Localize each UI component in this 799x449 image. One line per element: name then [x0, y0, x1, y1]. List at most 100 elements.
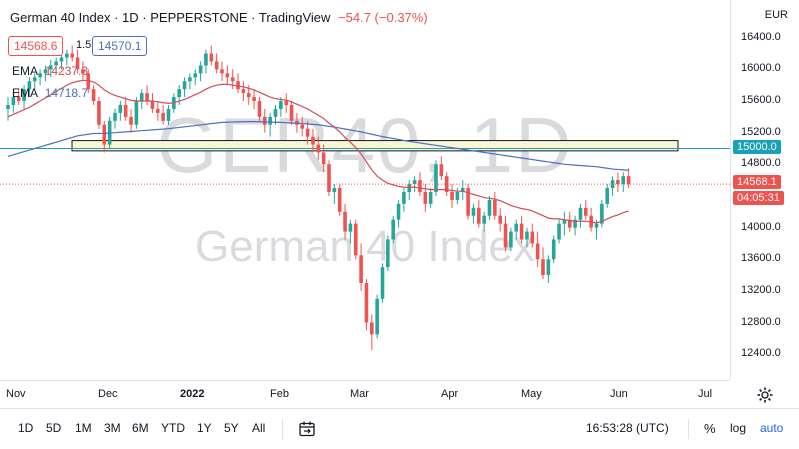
time-label-nov: Nov [6, 388, 26, 400]
candle-body [145, 93, 149, 102]
date-range-icon[interactable] [298, 420, 316, 438]
auto-scale-toggle[interactable]: auto [760, 421, 784, 435]
candle-body [412, 180, 417, 185]
candle-body [359, 255, 363, 283]
candle-body [391, 219, 395, 240]
time-label-apr: Apr [441, 388, 459, 400]
time-label-2022: 2022 [180, 388, 205, 400]
candle-body [364, 282, 369, 323]
time-label-may: May [521, 388, 542, 400]
candle-body [541, 259, 545, 276]
candle-body [198, 65, 203, 74]
candle-body [466, 188, 470, 216]
sell-price-button[interactable]: 14568.6 [8, 36, 64, 56]
range-6m-button[interactable]: 6M [132, 421, 149, 435]
ema-slow-value: 14718.7 [44, 86, 89, 100]
price-tick-label: 13200.0 [741, 283, 781, 296]
candle-body [337, 188, 342, 212]
candle-body [38, 73, 42, 78]
ema-fast-value: 14237.3 [44, 64, 89, 78]
candle-body [16, 97, 21, 102]
candlestick-plot[interactable] [0, 0, 730, 380]
candle-body [188, 77, 192, 82]
candle-body [263, 116, 267, 125]
candle-body [332, 188, 337, 192]
ema-slow-line [7, 120, 629, 171]
clock-timezone[interactable]: 16:53:28 (UTC) [586, 421, 669, 435]
candle-body [530, 231, 535, 244]
range-1m-button[interactable]: 1M [75, 421, 92, 435]
range-all-button[interactable]: All [252, 421, 266, 435]
ema-fast-legend[interactable]: EMA 14237.3 [12, 64, 89, 78]
log-scale-toggle[interactable]: log [730, 421, 747, 435]
candle-body [487, 199, 492, 216]
interval-label[interactable]: 1D [122, 10, 139, 25]
candle-body [584, 207, 588, 216]
candle-body [166, 108, 171, 121]
candle-body [605, 188, 609, 204]
candle-body [129, 116, 133, 125]
candle-body [214, 61, 219, 70]
candle-body [477, 207, 481, 224]
symbol-name: German 40 Index [10, 10, 111, 25]
toolbar-divider [282, 419, 283, 439]
candle-body [236, 81, 240, 90]
candle-body [279, 101, 283, 109]
candle-body [6, 104, 10, 109]
candle-body [509, 231, 513, 248]
candle-body [444, 176, 449, 192]
candle-body [139, 93, 144, 102]
currency-label[interactable]: EUR [764, 9, 788, 21]
price-tick-label: 16000.0 [741, 62, 781, 75]
candle-body [70, 53, 74, 58]
candle-body [49, 65, 53, 70]
ema-fast-line [7, 79, 629, 224]
last-price-tag: 14568.1 [733, 175, 781, 190]
range-1y-button[interactable]: 1Y [197, 421, 212, 435]
candle-body [43, 69, 48, 74]
candle-body [514, 223, 519, 232]
candle-body [551, 239, 556, 260]
ema-slow-legend[interactable]: EMA 14718.7 [12, 86, 89, 100]
candle-body [182, 81, 187, 90]
broker-label: PEPPERSTONE [150, 10, 248, 25]
candle-body [567, 219, 572, 228]
candle-body [616, 180, 620, 185]
chart-pane[interactable]: GER40, 1D German 40 Index German 40 Inde… [0, 0, 730, 380]
range-5d-button[interactable]: 5D [46, 421, 62, 435]
settings-gear-icon[interactable] [756, 386, 774, 404]
candle-body [123, 104, 128, 117]
candle-body [193, 73, 198, 78]
candle-body [134, 101, 139, 125]
range-5y-button[interactable]: 5Y [224, 421, 239, 435]
range-1d-button[interactable]: 1D [18, 421, 34, 435]
candle-body [273, 108, 278, 117]
time-label-mar: Mar [350, 388, 369, 400]
candle-body [102, 124, 107, 145]
price-axis[interactable]: EUR 16400.0 16000.0 15600.0 15200.0 14800.0 1… [730, 0, 799, 380]
candle-body [626, 176, 631, 185]
candle-body [300, 124, 305, 129]
candle-body [150, 101, 155, 109]
range-3m-button[interactable]: 3M [104, 421, 121, 435]
price-tick-label: 16400.0 [741, 30, 781, 43]
time-axis[interactable]: Nov Dec 2022 Feb Mar Apr May Jun Jul [0, 380, 773, 409]
candle-body [370, 322, 374, 335]
candle-body [525, 231, 529, 240]
candle-body [353, 223, 358, 256]
watermark-name: German 40 Index [195, 222, 535, 271]
candle-body [455, 192, 460, 200]
buy-price-button[interactable]: 14570.1 [92, 36, 148, 56]
candle-body [81, 69, 85, 74]
candle-body [220, 69, 224, 74]
price-tick-label: 13600.0 [741, 252, 781, 265]
candle-body [418, 180, 422, 192]
price-tick-label: 14800.0 [741, 157, 781, 170]
price-tick-label: 15600.0 [741, 94, 781, 107]
range-ytd-button[interactable]: YTD [161, 421, 185, 435]
toolbar-divider-2 [688, 419, 689, 439]
level-price-tag: 15000.0 [733, 140, 781, 155]
percent-scale-toggle[interactable]: % [704, 421, 716, 436]
candle-body [327, 164, 331, 192]
time-label-dec: Dec [98, 388, 118, 400]
